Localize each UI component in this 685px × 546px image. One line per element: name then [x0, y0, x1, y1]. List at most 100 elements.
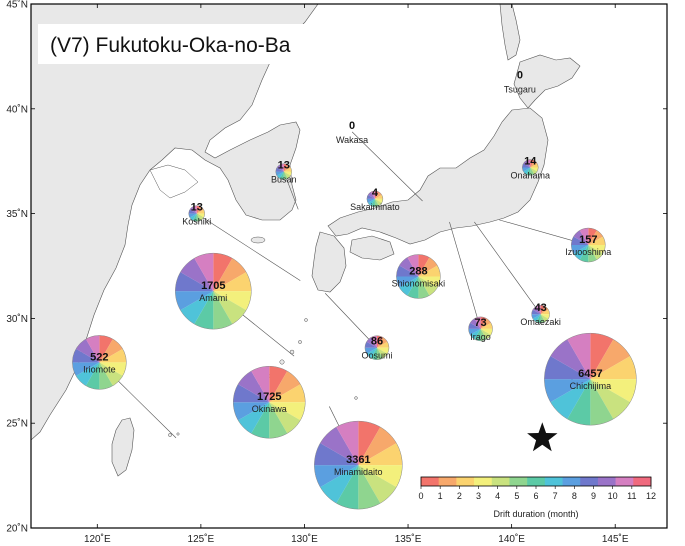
pie-slice — [279, 171, 284, 180]
pie-slice — [358, 465, 403, 488]
colorbar-tick-label: 0 — [418, 491, 423, 501]
pie-slice — [314, 443, 359, 466]
station-name: Koshiki — [182, 217, 211, 227]
pie-slice — [526, 167, 531, 176]
colorbar-swatch — [597, 477, 616, 486]
title-box — [38, 24, 312, 64]
pie-slice — [358, 465, 397, 504]
pie-slice — [180, 291, 214, 325]
pie-slice — [189, 206, 197, 214]
pie-slice — [407, 276, 419, 299]
station-name: Iriomote — [83, 364, 116, 374]
pie-slice — [480, 318, 491, 329]
colorbar-swatch — [474, 477, 493, 486]
pie-slice — [530, 167, 538, 175]
colorbar-swatch — [633, 477, 652, 486]
colorbar-swatch — [544, 477, 563, 486]
colorbar-swatches — [421, 477, 652, 486]
colorbar-tick-label: 10 — [608, 491, 618, 501]
pie-slice — [523, 160, 531, 168]
leader-line — [196, 213, 301, 281]
pie-slice — [99, 362, 123, 386]
ryukyu-islands — [168, 318, 574, 437]
pie-slice — [530, 160, 538, 168]
pie-slice — [540, 314, 549, 323]
leader-line — [474, 221, 541, 315]
pie-outline — [188, 205, 205, 222]
pie-slice — [544, 379, 591, 403]
station-count: 13 — [278, 160, 290, 172]
pie-slice — [480, 316, 487, 329]
station-name: Izuooshima — [565, 247, 611, 257]
pie-slice — [269, 384, 306, 403]
pie-slice — [275, 171, 284, 176]
pie-slice — [396, 276, 419, 288]
pie-slice — [544, 356, 591, 380]
pie-slice — [238, 371, 270, 403]
station-name: Omaezaki — [520, 317, 561, 327]
pie-slice — [370, 190, 375, 199]
pie-slice — [376, 341, 389, 348]
pie-slice — [370, 347, 377, 360]
source-star-icon — [527, 422, 558, 452]
pie-slice — [99, 348, 127, 363]
pie-slice — [269, 371, 301, 403]
pie-slice — [196, 205, 201, 214]
pie-slice — [233, 402, 270, 421]
pie-slice — [536, 305, 541, 315]
pie-slice — [468, 322, 481, 329]
pie-slice — [526, 159, 531, 168]
colorbar-tick-label: 3 — [476, 491, 481, 501]
colorbar-tick-label: 6 — [533, 491, 538, 501]
pie-slice — [175, 272, 214, 292]
pie-slice — [480, 328, 487, 341]
pie-slice — [374, 198, 382, 206]
pie-slice — [588, 228, 597, 246]
pie-slice — [188, 213, 197, 218]
pie-slice — [367, 198, 375, 206]
station-name: Amami — [199, 293, 227, 303]
pie-slice — [530, 167, 535, 176]
pie-slice — [540, 305, 546, 315]
station-name: Okinawa — [252, 404, 287, 414]
pie-slice — [283, 164, 291, 172]
pie-slice — [590, 339, 631, 380]
lat-tick-label: 30˚N — [6, 313, 28, 325]
pie-slice — [374, 198, 379, 207]
station-name: Chichijima — [570, 381, 612, 391]
pie-slice — [590, 333, 614, 380]
colorbar-swatch — [562, 477, 581, 486]
pie-slice — [192, 205, 197, 214]
pie-slice — [540, 314, 546, 324]
pie-slice — [407, 254, 419, 277]
pie-slice — [275, 167, 284, 172]
pie-slice — [522, 167, 531, 172]
pie-slice — [530, 163, 539, 168]
pie-slice — [314, 465, 359, 488]
pie-slice — [376, 347, 389, 354]
pie-slice — [474, 316, 481, 329]
colorbar-swatch — [509, 477, 528, 486]
pie-slice — [196, 213, 204, 221]
pie-slice — [474, 328, 481, 341]
pie-outline — [366, 190, 384, 208]
pie-outline — [531, 304, 550, 324]
pie-slice — [283, 171, 288, 180]
station-name: Shionomisaki — [392, 278, 446, 288]
taiwan — [111, 417, 135, 477]
pie-slice — [590, 379, 631, 420]
pie-slice — [366, 347, 377, 359]
colorbar-tick-label: 8 — [572, 491, 577, 501]
pie-slice — [320, 465, 359, 504]
station-count: 522 — [90, 351, 108, 363]
pie-slice — [213, 291, 233, 330]
pie-slice — [194, 253, 214, 292]
pie-slice — [573, 230, 589, 246]
station-count: 157 — [579, 234, 597, 246]
pie-slice — [283, 163, 288, 172]
pie-slice — [175, 291, 214, 311]
